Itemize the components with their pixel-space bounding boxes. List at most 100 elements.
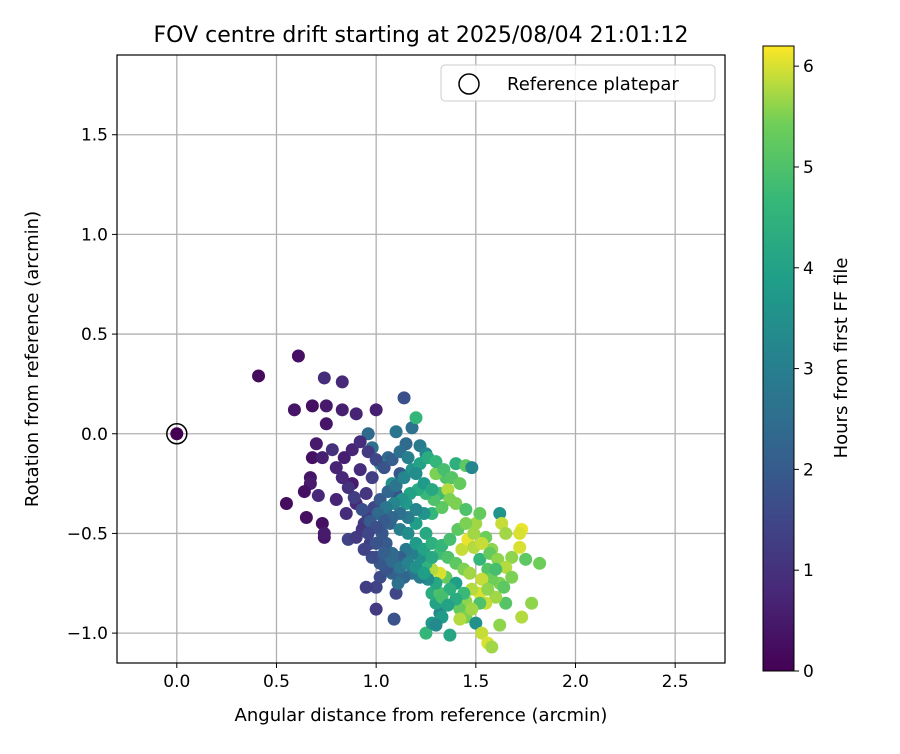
data-point xyxy=(369,536,383,550)
data-point xyxy=(361,427,375,441)
data-point xyxy=(443,628,457,642)
data-point xyxy=(465,602,479,616)
data-point xyxy=(475,536,489,550)
y-axis-label: Rotation from reference (arcmin) xyxy=(22,211,43,507)
data-point xyxy=(469,616,483,630)
grid-lines xyxy=(117,55,725,663)
data-point xyxy=(513,526,527,540)
data-point xyxy=(455,542,469,556)
y-tick-label: −1.0 xyxy=(67,624,108,644)
data-point xyxy=(475,626,489,640)
x-axis-label: Angular distance from reference (arcmin) xyxy=(235,705,608,726)
data-point xyxy=(299,510,313,524)
data-point xyxy=(497,580,511,594)
data-point xyxy=(311,489,325,503)
data-point xyxy=(369,580,383,594)
x-axis-ticks: 0.0 0.5 1.0 1.5 2.0 2.5 xyxy=(163,663,689,692)
data-point xyxy=(475,572,489,586)
y-tick-label: 0.0 xyxy=(81,425,108,445)
x-tick-label: 0.0 xyxy=(163,672,190,692)
data-point xyxy=(525,596,539,610)
data-point xyxy=(377,461,391,475)
y-tick-label: 1.5 xyxy=(81,126,108,146)
data-point xyxy=(397,471,411,485)
y-axis-ticks: −1.0 −0.5 0.0 0.5 1.0 1.5 xyxy=(67,126,117,644)
data-point xyxy=(341,481,355,495)
data-point xyxy=(389,425,403,439)
data-point xyxy=(425,483,439,497)
data-point xyxy=(252,369,266,383)
data-point xyxy=(513,540,527,554)
data-point xyxy=(401,451,415,465)
colorbar-tick-label: 5 xyxy=(803,158,814,178)
data-point xyxy=(491,552,505,566)
data-point xyxy=(325,443,339,457)
data-point xyxy=(489,562,503,576)
data-point xyxy=(519,552,533,566)
data-point xyxy=(349,407,363,421)
data-point xyxy=(465,461,479,475)
data-point xyxy=(499,560,513,574)
y-tick-label: 0.5 xyxy=(81,325,108,345)
data-point xyxy=(335,471,349,485)
data-point xyxy=(499,596,513,610)
data-point xyxy=(319,399,333,413)
data-point xyxy=(469,516,483,530)
data-point xyxy=(435,501,449,515)
data-point xyxy=(481,582,495,596)
data-point xyxy=(409,503,423,517)
data-point xyxy=(489,590,503,604)
data-point xyxy=(467,526,481,540)
data-point xyxy=(329,461,343,475)
colorbar-tick-label: 3 xyxy=(803,360,814,380)
data-point xyxy=(443,493,457,507)
data-point xyxy=(473,552,487,566)
data-point xyxy=(459,503,473,517)
data-point xyxy=(463,566,477,580)
legend-box xyxy=(440,64,716,102)
data-point xyxy=(389,586,403,600)
data-point xyxy=(401,526,415,540)
colorbar-ticks: 0 1 2 3 4 5 6 xyxy=(794,57,814,682)
data-point xyxy=(359,580,373,594)
colorbar-tick-label: 4 xyxy=(803,259,814,279)
data-point xyxy=(335,375,349,389)
data-point xyxy=(385,453,399,467)
data-point xyxy=(387,612,401,626)
data-point xyxy=(419,526,433,540)
data-point xyxy=(361,445,375,459)
data-point xyxy=(515,610,529,624)
data-point xyxy=(353,435,367,449)
data-point xyxy=(533,556,547,570)
x-tick-label: 0.5 xyxy=(263,672,290,692)
data-point xyxy=(377,546,391,560)
data-point xyxy=(279,497,293,511)
reference-platepar-marker xyxy=(166,423,188,445)
data-point xyxy=(315,516,329,530)
colorbar-label: Hours from first FF file xyxy=(831,258,852,459)
data-point xyxy=(443,532,457,546)
data-point xyxy=(345,443,359,457)
colorbar-tick-label: 0 xyxy=(803,662,814,682)
data-point xyxy=(379,536,393,550)
data-point xyxy=(353,463,367,477)
data-point xyxy=(365,471,379,485)
data-point xyxy=(369,602,383,616)
data-point xyxy=(329,493,343,507)
data-point xyxy=(297,485,311,499)
data-point xyxy=(291,349,305,363)
data-point xyxy=(355,503,369,517)
data-point xyxy=(453,612,467,626)
data-point xyxy=(409,467,423,481)
data-point xyxy=(429,455,443,469)
data-point xyxy=(170,427,184,441)
data-point xyxy=(453,477,467,491)
x-tick-label: 1.5 xyxy=(462,672,489,692)
data-point xyxy=(337,451,351,465)
data-point xyxy=(397,391,411,405)
x-tick-label: 2.5 xyxy=(662,672,689,692)
data-point xyxy=(317,526,331,540)
data-point xyxy=(409,411,423,425)
